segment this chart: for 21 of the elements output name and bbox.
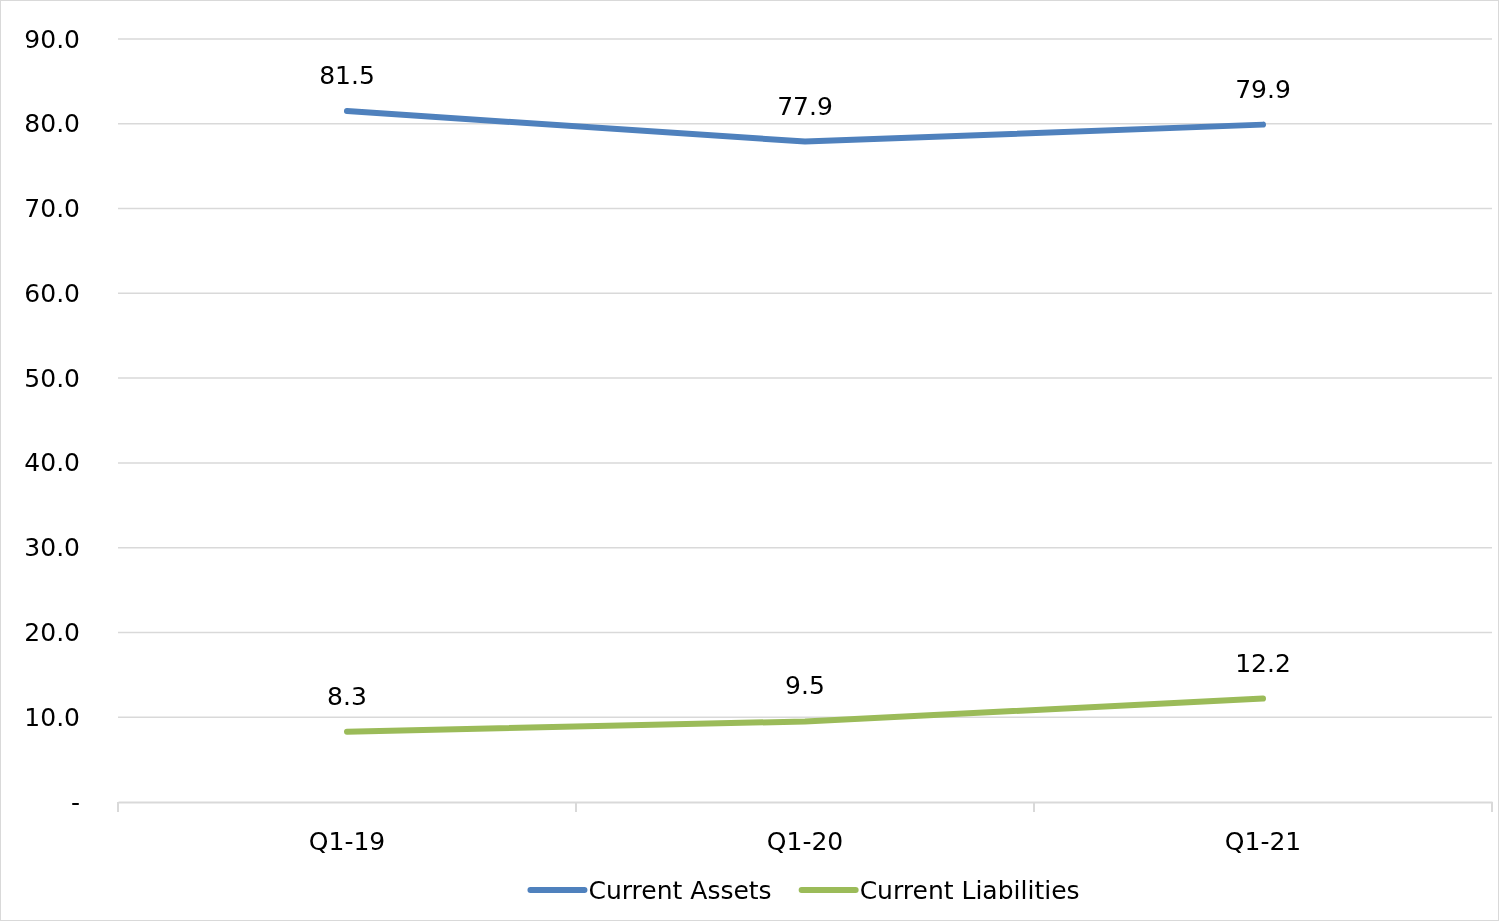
x-tick-label: Q1-20 [766,826,844,856]
legend-label: Current Assets [588,876,772,905]
y-tick-label: 90.0 [24,24,80,54]
y-tick-label: 50.0 [24,363,80,393]
y-tick-label: 40.0 [24,448,80,478]
y-tick-label: 80.0 [24,109,80,139]
data-label: 12.2 [1235,648,1291,678]
data-label: 8.3 [327,681,367,711]
data-label: 77.9 [777,91,833,121]
data-label: 9.5 [785,671,825,701]
data-label: 81.5 [319,61,375,91]
y-tick-label: 30.0 [24,533,80,563]
y-tick-label: 60.0 [24,278,80,308]
y-tick-label: - [70,787,80,817]
data-label: 79.9 [1235,74,1291,104]
x-tick-label: Q1-19 [308,826,386,856]
y-tick-label: 70.0 [24,194,80,224]
y-tick-label: 10.0 [24,702,80,732]
legend-label: Current Liabilities [859,876,1080,905]
x-tick-label: Q1-21 [1224,826,1302,856]
y-tick-label: 20.0 [24,617,80,647]
